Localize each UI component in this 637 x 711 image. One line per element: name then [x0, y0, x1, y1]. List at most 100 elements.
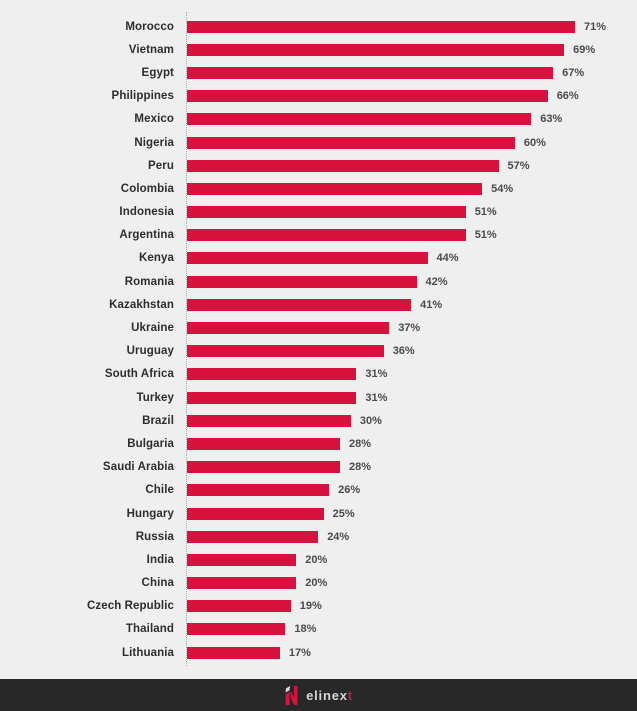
country-label: China: [141, 577, 174, 590]
bar-track: 36%: [187, 345, 637, 358]
value-label: 30%: [359, 414, 382, 427]
chart-row: Argentina 51%: [0, 224, 637, 247]
chart-row: South Africa 31%: [0, 363, 637, 386]
bar-track: 17%: [187, 646, 637, 659]
chart-row: Mexico 63%: [0, 108, 637, 131]
bar-track: 51%: [187, 206, 637, 219]
value-label: 26%: [338, 484, 361, 497]
value-bar: [187, 623, 286, 636]
chart-row: Egypt 67%: [0, 61, 637, 84]
chart-row: Ukraine 37%: [0, 316, 637, 339]
brand-logo-icon: [285, 685, 298, 705]
value-bar: [187, 206, 466, 219]
bar-track: 28%: [187, 437, 637, 450]
country-label: Vietnam: [128, 43, 174, 56]
bar-track: 19%: [187, 600, 637, 613]
value-label: 37%: [398, 322, 421, 335]
bar-track: 66%: [187, 90, 637, 103]
value-label: 44%: [436, 252, 459, 265]
brand-name-main: elinex: [306, 687, 348, 703]
value-bar: [187, 229, 466, 242]
value-label: 51%: [474, 206, 497, 219]
country-label: Saudi Arabia: [102, 461, 174, 474]
value-label: 63%: [540, 113, 563, 126]
chart-row: Kazakhstan 41%: [0, 293, 637, 316]
value-label: 31%: [365, 391, 388, 404]
axis-baseline: [186, 12, 187, 666]
value-label: 25%: [332, 507, 355, 520]
value-label: 28%: [349, 437, 372, 450]
bar-track: 51%: [187, 229, 637, 242]
value-bar: [187, 414, 351, 427]
value-bar: [187, 298, 412, 311]
value-label: 20%: [305, 577, 328, 590]
value-bar: [187, 66, 554, 79]
chart-row: Kenya 44%: [0, 247, 637, 270]
chart-row: Russia 24%: [0, 525, 637, 548]
value-bar: [187, 20, 575, 33]
country-label: Kazakhstan: [109, 298, 174, 311]
country-label: Russia: [135, 530, 174, 543]
value-label: 69%: [573, 43, 596, 56]
value-label: 51%: [474, 229, 497, 242]
bar-track: 42%: [187, 275, 637, 288]
country-label: Colombia: [120, 182, 174, 195]
value-label: 67%: [562, 66, 585, 79]
value-label: 57%: [507, 159, 530, 172]
chart-row: Vietnam 69%: [0, 38, 637, 61]
chart-row: China 20%: [0, 572, 637, 595]
value-bar: [187, 577, 297, 590]
bar-track: 44%: [187, 252, 637, 265]
brand-name-accent: t: [347, 687, 353, 703]
value-label: 17%: [288, 646, 311, 659]
country-label: Thailand: [125, 623, 174, 636]
value-bar: [187, 530, 319, 543]
chart-row: Nigeria 60%: [0, 131, 637, 154]
chart-row: Uruguay 36%: [0, 340, 637, 363]
bar-track: 31%: [187, 391, 637, 404]
bar-track: 41%: [187, 298, 637, 311]
value-bar: [187, 368, 357, 381]
bar-track: 63%: [187, 113, 637, 126]
country-label: Bulgaria: [127, 437, 174, 450]
bar-track: 26%: [187, 484, 637, 497]
chart-row: Brazil 30%: [0, 409, 637, 432]
bar-track: 31%: [187, 368, 637, 381]
bar-track: 69%: [187, 43, 637, 56]
bar-track: 60%: [187, 136, 637, 149]
chart-row: Hungary 25%: [0, 502, 637, 525]
value-bar: [187, 391, 357, 404]
value-bar: [187, 252, 428, 265]
country-label: Ukraine: [131, 322, 174, 335]
value-bar: [187, 553, 297, 566]
bar-track: 57%: [187, 159, 637, 172]
bar-track: 20%: [187, 577, 637, 590]
country-label: Mexico: [134, 113, 174, 126]
country-label: Egypt: [141, 66, 174, 79]
country-label: Brazil: [142, 414, 174, 427]
country-label: Romania: [124, 275, 174, 288]
bar-track: 71%: [187, 20, 637, 33]
value-bar: [187, 437, 340, 450]
bar-track: 20%: [187, 553, 637, 566]
bar-track: 18%: [187, 623, 637, 636]
value-label: 42%: [425, 275, 448, 288]
value-label: 19%: [299, 600, 322, 613]
value-label: 31%: [365, 368, 388, 381]
chart-row: Morocco 71%: [0, 15, 637, 38]
value-bar: [187, 600, 291, 613]
country-label: Kenya: [138, 252, 174, 265]
country-label: Nigeria: [134, 136, 174, 149]
chart-row: Saudi Arabia 28%: [0, 456, 637, 479]
footer: elinext: [0, 679, 637, 711]
chart-row: Turkey 31%: [0, 386, 637, 409]
bar-chart: Morocco 71% Vietnam 69% Egypt 67% Philip…: [0, 12, 637, 666]
chart-row: Chile 26%: [0, 479, 637, 502]
value-bar: [187, 461, 340, 474]
value-label: 60%: [523, 136, 546, 149]
value-bar: [187, 113, 532, 126]
country-label: Argentina: [119, 229, 174, 242]
bar-track: 67%: [187, 66, 637, 79]
country-label: Philippines: [111, 90, 174, 103]
bar-track: 24%: [187, 530, 637, 543]
